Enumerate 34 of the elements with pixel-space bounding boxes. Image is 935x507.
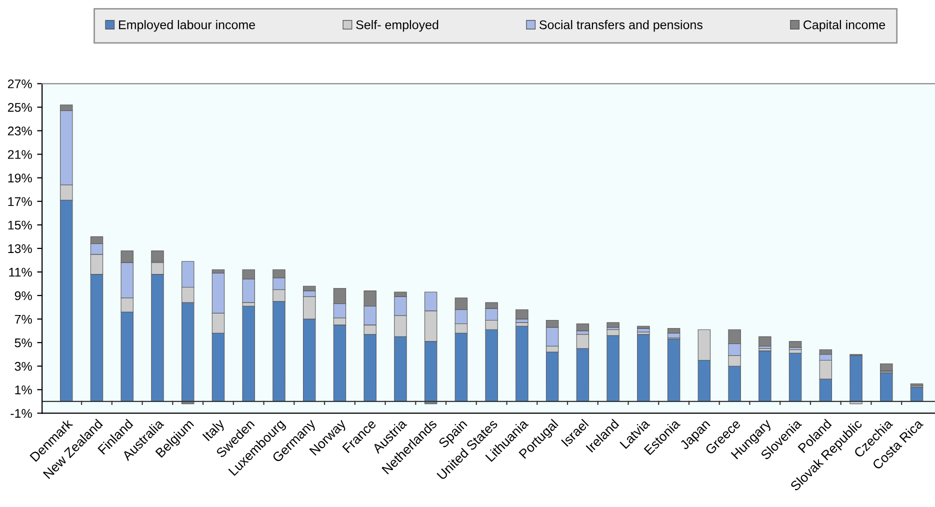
y-tick-label: 1% [15,386,32,394]
legend-label: Capital income [804,20,886,32]
y-tick-label: 7% [14,314,32,324]
y-tick-label: 5% [14,338,32,348]
legend-label: Social transfers and pensions [540,20,702,32]
bar [880,363,893,372]
y-tick-label: 25% [8,102,32,112]
bar [788,352,802,402]
bar [242,306,255,402]
bar [850,355,862,402]
y-tick-label: 23% [8,126,32,136]
legend-label: Self- employed [356,20,438,32]
y-tick-label: 19% [8,174,32,182]
bar [788,341,802,348]
y-tick-label: 21% [8,150,32,159]
bar [516,309,528,320]
bar [576,323,590,332]
y-tick-label: 15% [8,220,32,230]
y-tick-label: 11% [9,268,32,277]
y-tick-label: 27% [8,79,32,88]
y-tick-label: 17% [8,197,32,206]
bar [880,372,893,402]
bar [516,326,528,402]
bar [637,334,650,402]
y-tick-label: 3% [14,362,32,371]
y-tick-label: -1% [10,409,32,418]
bar [637,326,650,329]
y-tick-label: 9% [14,291,32,300]
bar [910,387,924,402]
bar [758,336,772,346]
y-tick-label: 13% [8,244,32,254]
bar [758,350,772,402]
bar [606,322,620,328]
legend-label: Employed labour income [119,20,256,32]
